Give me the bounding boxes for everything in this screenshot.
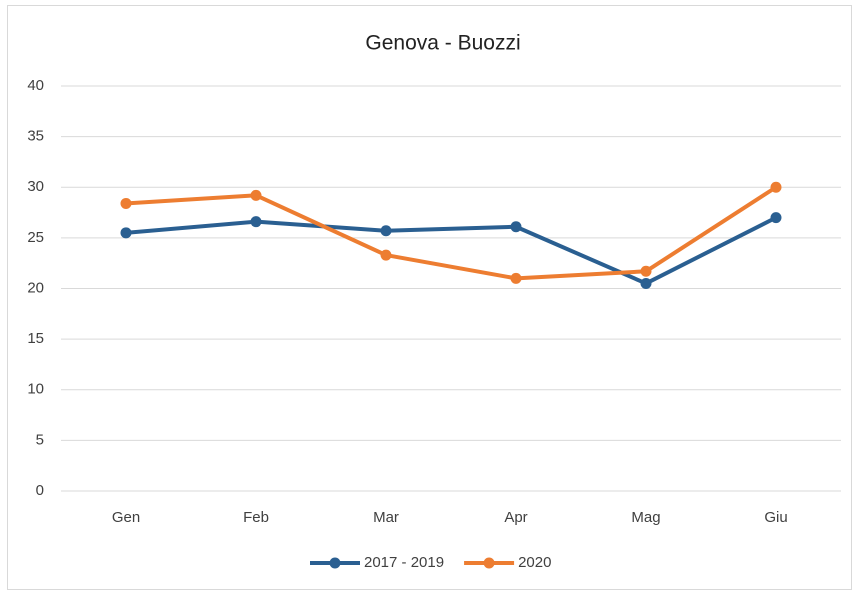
legend-marker [483,557,495,569]
data-point [640,265,652,277]
y-tick-label: 20 [27,279,44,296]
data-point [120,227,132,239]
y-tick-label: 5 [36,431,44,448]
series-line [125,185,778,281]
legend-marker [329,557,341,569]
x-tick-label: Mag [631,509,660,526]
x-tick-label: Mar [373,509,399,526]
x-tick-label: Feb [243,509,269,526]
data-point [770,181,782,193]
x-tick-label: Apr [504,509,527,526]
y-tick-label: 0 [36,482,44,499]
data-point [770,212,782,224]
data-point [250,216,262,228]
chart-border [7,5,852,590]
y-tick-label: 15 [27,330,44,347]
x-tick-label: Giu [764,509,787,526]
legend-label: 2017 - 2019 [364,554,444,571]
legend-label: 2020 [518,554,551,571]
data-point [250,189,262,201]
data-point [510,272,522,284]
y-tick-label: 25 [27,229,44,246]
chart-title: Genova - Buozzi [365,32,520,55]
y-tick-label: 10 [27,381,44,398]
data-point [380,225,392,237]
data-point [380,249,392,261]
y-tick-label: 30 [27,178,44,195]
series-line [125,215,777,286]
data-point [640,277,652,289]
x-tick-label: Gen [112,509,140,526]
y-tick-label: 40 [27,77,44,94]
y-tick-label: 35 [27,128,44,145]
data-point [120,197,132,209]
data-point [510,221,522,233]
